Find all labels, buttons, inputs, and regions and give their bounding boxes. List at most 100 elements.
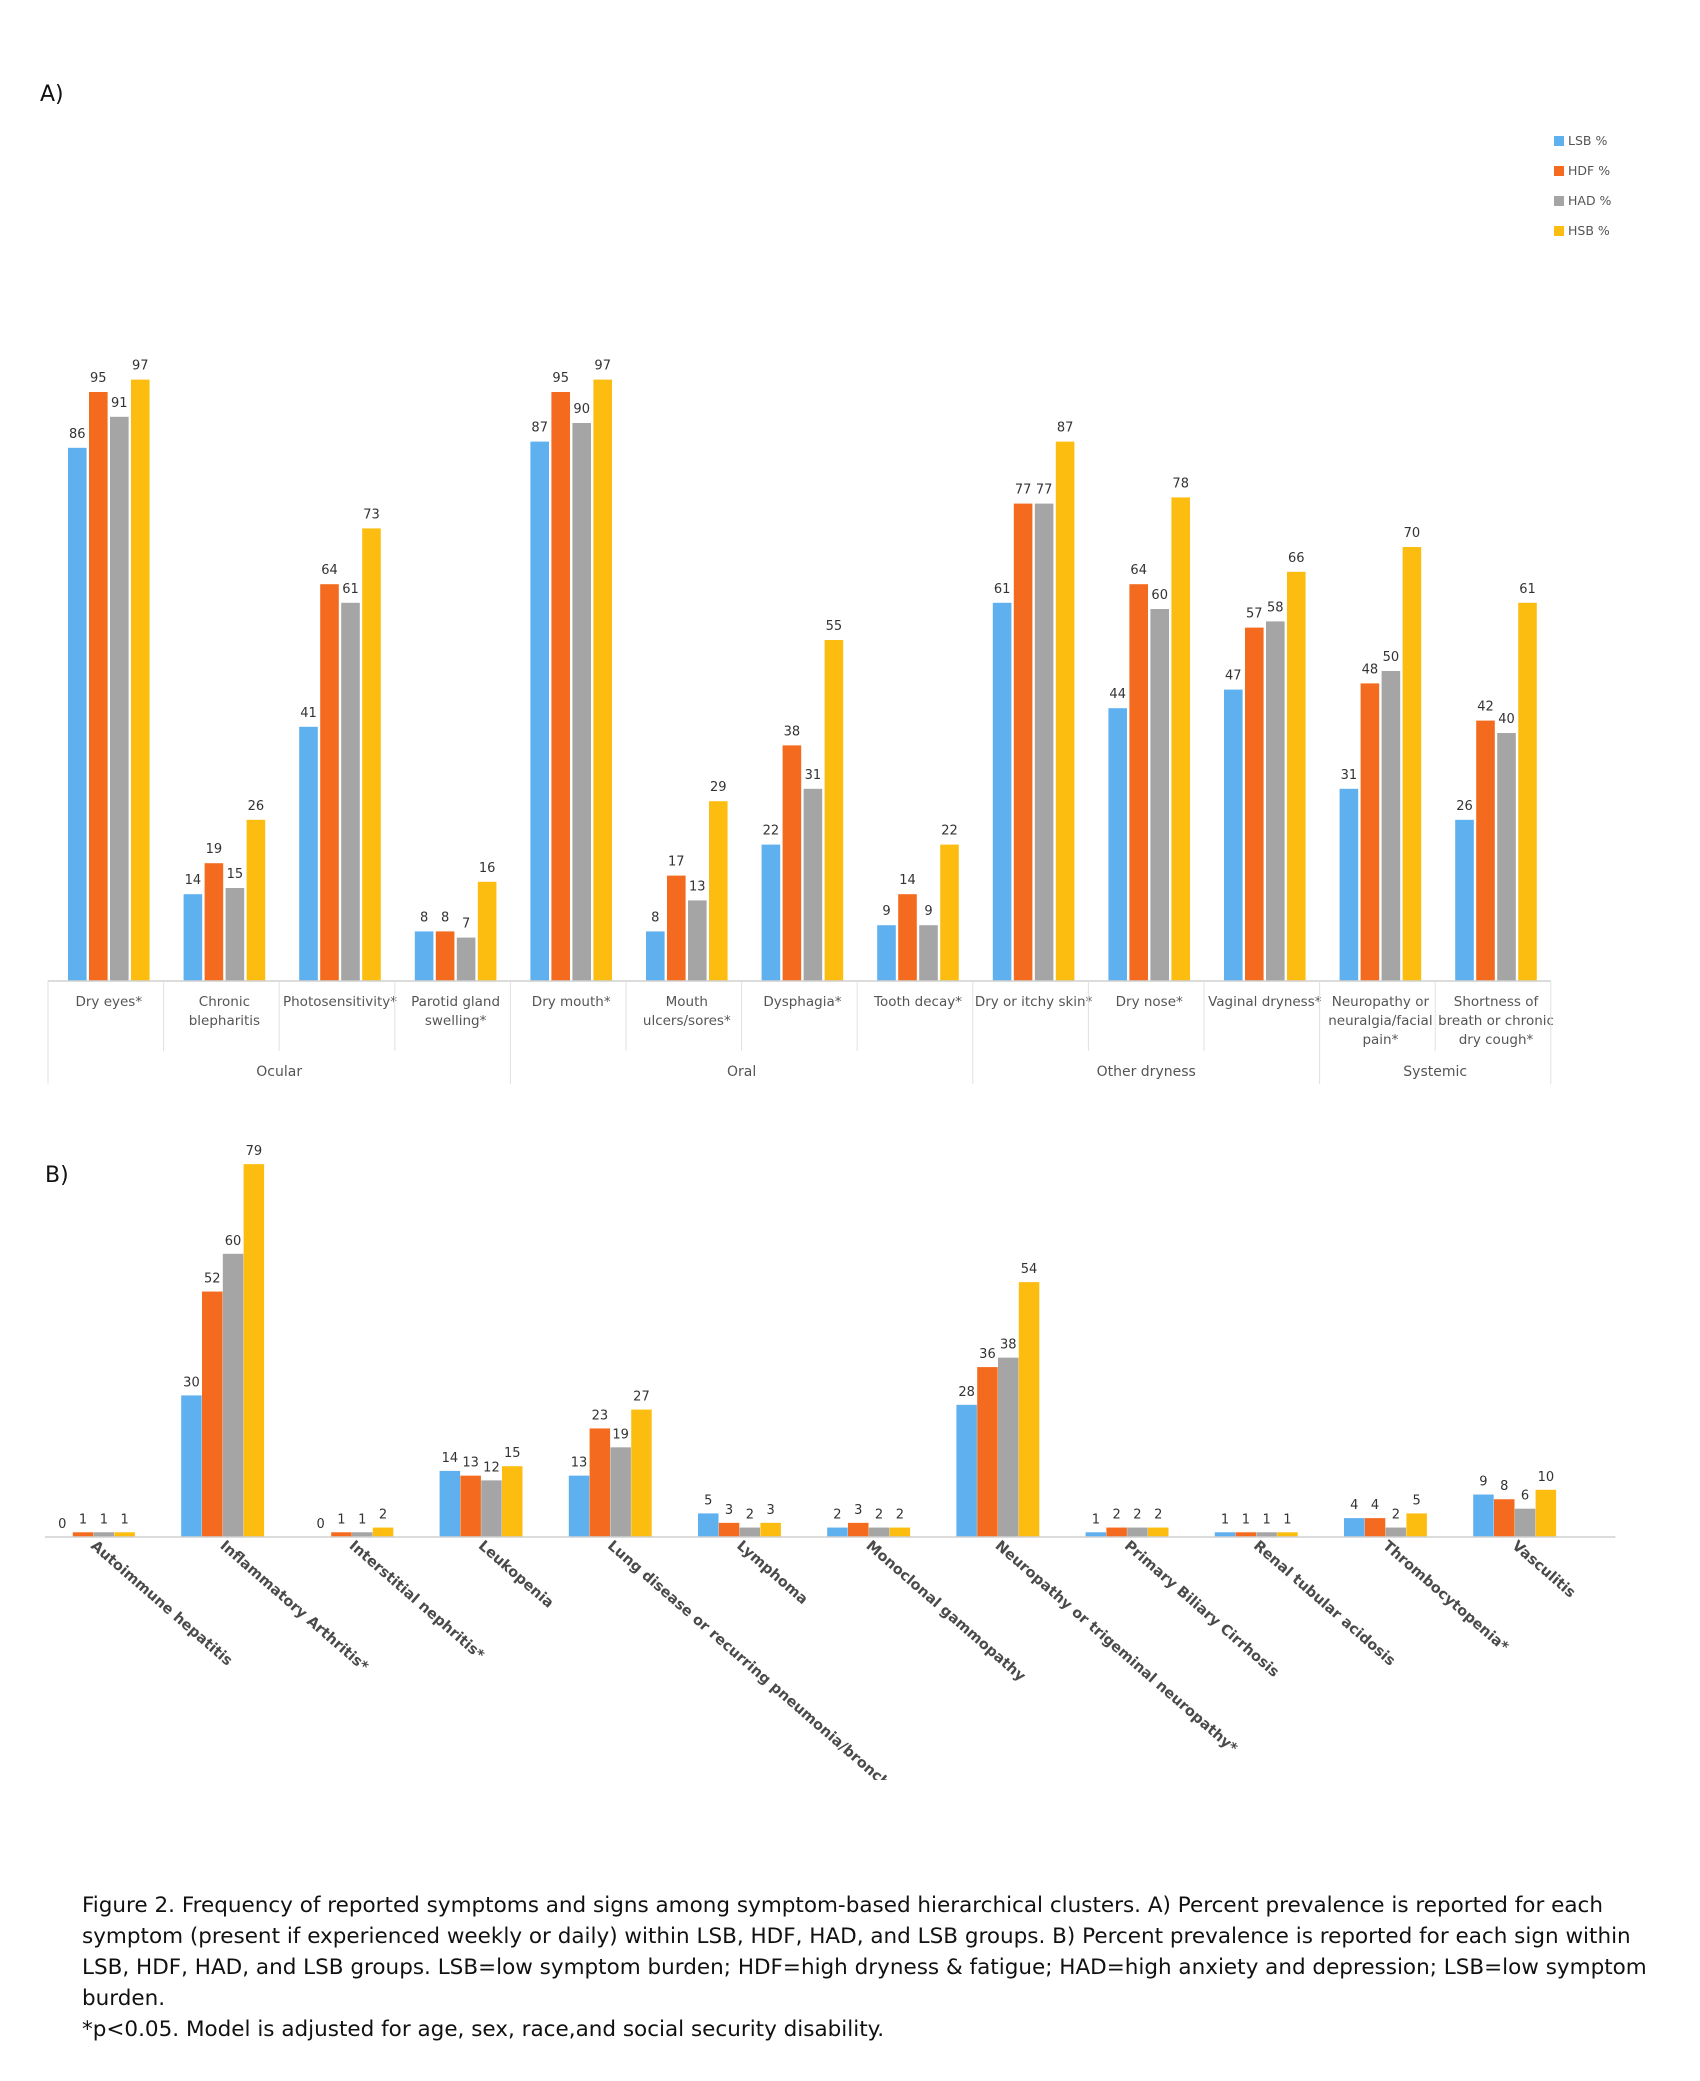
value-label-b-hsb-2: 2 [379, 1508, 387, 1523]
value-label-a-hsb-12: 61 [1519, 582, 1536, 597]
value-label-b-lsb-8: 1 [1092, 1512, 1100, 1527]
legend-swatch-had [1554, 196, 1564, 206]
category-label-a-0: Dry eyes* [75, 994, 142, 1010]
value-label-b-had-9: 1 [1263, 1512, 1271, 1527]
bar-b-hsb-5 [760, 1522, 781, 1537]
value-label-b-hdf-4: 23 [592, 1408, 609, 1423]
value-label-b-hsb-3: 15 [504, 1446, 521, 1461]
bar-b-had-8 [1127, 1527, 1148, 1537]
bar-a-lsb-8 [992, 602, 1012, 981]
bar-a-hdf-7 [898, 894, 917, 981]
value-label-a-lsb-0: 86 [69, 427, 86, 442]
category-label-a-11: neuralgia/facial [1328, 1013, 1432, 1029]
value-label-a-lsb-4: 87 [531, 421, 548, 436]
value-label-b-had-0: 1 [100, 1512, 108, 1527]
category-label-a-3: swelling* [425, 1013, 487, 1029]
category-label-b-2: Interstitial nephritis* [346, 1538, 487, 1664]
bar-a-hsb-6 [824, 640, 844, 981]
value-label-a-hdf-8: 77 [1015, 483, 1032, 498]
bar-a-hdf-2 [320, 584, 339, 981]
value-label-a-hdf-0: 95 [90, 371, 107, 386]
value-label-b-lsb-10: 4 [1350, 1498, 1358, 1513]
bar-b-had-10 [1385, 1527, 1407, 1537]
value-label-b-lsb-9: 1 [1221, 1512, 1229, 1527]
bar-a-hsb-3 [477, 881, 497, 981]
bar-a-had-2 [341, 602, 360, 981]
value-label-a-hsb-11: 70 [1404, 526, 1421, 541]
bar-b-hdf-1 [202, 1291, 223, 1537]
bar-b-hsb-0 [114, 1532, 135, 1537]
bar-a-lsb-12 [1455, 819, 1474, 981]
category-label-a-8: Dry or itchy skin* [975, 994, 1093, 1010]
category-label-a-11: Neuropathy or [1332, 994, 1430, 1010]
bar-a-hdf-0 [89, 392, 108, 981]
bar-b-had-0 [93, 1532, 115, 1537]
bar-b-had-11 [1514, 1508, 1536, 1537]
value-label-b-had-5: 2 [746, 1508, 754, 1523]
bar-b-hdf-4 [589, 1428, 611, 1537]
value-label-a-lsb-10: 47 [1225, 669, 1242, 684]
value-label-b-hsb-7: 54 [1021, 1262, 1038, 1277]
bar-a-hdf-10 [1245, 627, 1264, 981]
bar-a-hdf-11 [1360, 683, 1380, 981]
bar-a-hsb-0 [131, 379, 150, 982]
bar-b-hdf-9 [1235, 1532, 1257, 1537]
bar-a-had-3 [456, 937, 476, 981]
bar-a-hdf-5 [667, 875, 686, 981]
value-label-b-hdf-6: 3 [854, 1503, 862, 1518]
value-label-b-lsb-2: 0 [317, 1517, 325, 1532]
group-label-oral: Oral [727, 1064, 756, 1080]
bar-a-hsb-8 [1055, 441, 1075, 982]
bar-b-had-4 [610, 1447, 631, 1537]
bar-b-lsb-7 [956, 1404, 977, 1537]
value-label-a-hsb-0: 97 [132, 359, 149, 374]
bar-a-hdf-9 [1129, 584, 1148, 981]
bar-b-had-5 [739, 1527, 761, 1537]
caption-line-2: symptom (present if experienced weekly o… [82, 1924, 1631, 1949]
value-label-a-hdf-1: 19 [206, 842, 223, 857]
value-label-b-had-11: 6 [1521, 1489, 1529, 1504]
panel-b-label: B) [45, 1163, 69, 1188]
value-label-b-lsb-6: 2 [833, 1508, 841, 1523]
bar-a-hsb-5 [709, 801, 728, 981]
value-label-b-hsb-0: 1 [121, 1512, 129, 1527]
bar-b-hsb-11 [1535, 1489, 1557, 1537]
category-label-a-5: ulcers/sores* [643, 1013, 731, 1029]
bar-b-lsb-11 [1473, 1494, 1494, 1537]
value-label-b-hsb-9: 1 [1283, 1512, 1291, 1527]
legend-swatch-hsb [1554, 226, 1564, 236]
bar-a-lsb-2 [299, 726, 318, 981]
category-label-b-0: Autoimmune hepatitis [87, 1538, 235, 1669]
bar-b-hsb-8 [1148, 1527, 1169, 1537]
value-label-a-hsb-9: 78 [1172, 476, 1189, 491]
bar-a-lsb-3 [414, 931, 434, 981]
value-label-b-hsb-6: 2 [896, 1508, 904, 1523]
value-label-a-lsb-6: 22 [763, 824, 780, 839]
value-label-a-had-10: 58 [1267, 600, 1284, 615]
category-label-a-4: Dry mouth* [532, 994, 611, 1010]
value-label-a-lsb-7: 9 [882, 904, 890, 919]
value-label-b-hdf-3: 13 [462, 1456, 479, 1471]
value-label-a-hdf-9: 64 [1130, 563, 1147, 578]
category-label-a-12: Shortness of [1454, 994, 1540, 1010]
bar-a-hdf-4 [551, 392, 570, 981]
category-label-b-1: Inflammatory Arthritis* [217, 1538, 372, 1675]
bar-a-had-10 [1266, 621, 1285, 981]
value-label-a-had-1: 15 [227, 867, 244, 882]
bar-b-had-2 [352, 1532, 373, 1537]
bar-a-had-9 [1150, 609, 1169, 981]
group-label-ocular: Ocular [256, 1064, 302, 1080]
category-label-b-3: Leukopenia [475, 1538, 556, 1612]
value-label-b-hdf-2: 1 [337, 1512, 345, 1527]
value-label-b-hsb-11: 10 [1538, 1470, 1555, 1485]
bar-a-hsb-7 [940, 844, 959, 981]
value-label-b-hsb-5: 3 [767, 1503, 775, 1518]
value-label-b-hdf-10: 4 [1371, 1498, 1379, 1513]
bar-b-hsb-9 [1277, 1532, 1298, 1537]
bar-b-hsb-3 [502, 1466, 523, 1537]
caption-line-3: LSB, HDF, HAD, and LSB groups. LSB=low s… [82, 1955, 1647, 2011]
bar-b-hdf-0 [72, 1532, 94, 1537]
bar-b-had-1 [222, 1253, 244, 1537]
legend-label-hsb: HSB % [1568, 223, 1610, 238]
bar-b-hsb-7 [1018, 1282, 1040, 1537]
